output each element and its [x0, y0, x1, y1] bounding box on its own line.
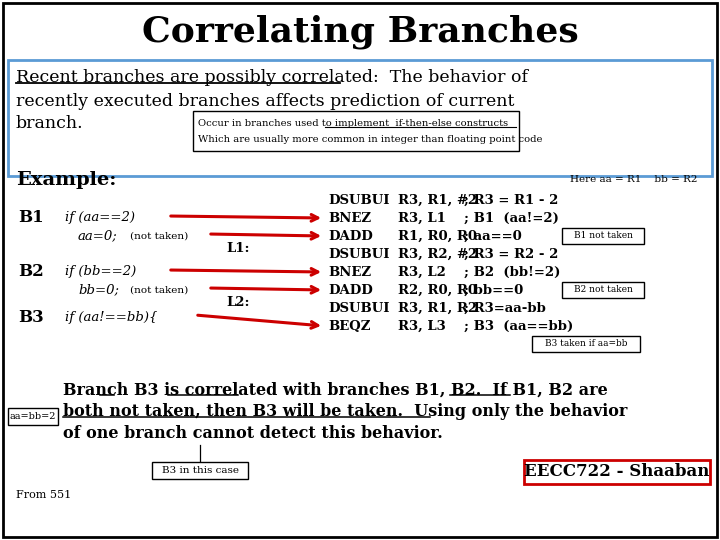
Text: ; B1  (aa!=2): ; B1 (aa!=2) — [464, 212, 559, 225]
Bar — [8, 60, 712, 176]
Bar — [524, 460, 710, 484]
Text: DSUBUI: DSUBUI — [328, 247, 390, 260]
Text: if (aa==2): if (aa==2) — [65, 212, 135, 225]
Bar — [562, 228, 644, 244]
Bar — [532, 336, 640, 352]
Text: R2, R0, R0: R2, R0, R0 — [398, 284, 477, 296]
Text: B2: B2 — [18, 264, 44, 280]
Text: B3 taken if aa=bb: B3 taken if aa=bb — [545, 340, 627, 348]
Text: Which are usually more common in integer than floating point code: Which are usually more common in integer… — [198, 136, 542, 145]
Text: R3, L2: R3, L2 — [398, 266, 446, 279]
Text: if (aa!==bb){: if (aa!==bb){ — [65, 310, 158, 323]
Text: DADD: DADD — [328, 284, 373, 296]
Text: BNEZ: BNEZ — [328, 212, 371, 225]
Text: L1:: L1: — [226, 242, 250, 255]
Text: branch.: branch. — [16, 116, 84, 132]
Text: ; R3 = R1 - 2: ; R3 = R1 - 2 — [464, 193, 559, 206]
Text: R3, R2, #2: R3, R2, #2 — [398, 247, 477, 260]
Text: both not taken, then B3 will be taken.  Using only the behavior: both not taken, then B3 will be taken. U… — [63, 403, 627, 421]
Text: BNEZ: BNEZ — [328, 266, 371, 279]
Bar — [8, 408, 58, 425]
Text: DADD: DADD — [328, 230, 373, 242]
Text: (not taken): (not taken) — [130, 232, 188, 240]
Text: B1: B1 — [18, 210, 44, 226]
Text: EECC722 - Shaaban: EECC722 - Shaaban — [524, 463, 710, 481]
Bar — [193, 111, 519, 151]
Text: if (bb==2): if (bb==2) — [65, 266, 136, 279]
Text: ; R3=aa-bb: ; R3=aa-bb — [464, 301, 546, 314]
Text: (not taken): (not taken) — [130, 286, 188, 294]
Text: B3: B3 — [18, 308, 44, 326]
Text: ; R3 = R2 - 2: ; R3 = R2 - 2 — [464, 247, 559, 260]
Text: Occur in branches used to implement  if-then-else constructs: Occur in branches used to implement if-t… — [198, 118, 508, 127]
Text: bb=0;: bb=0; — [78, 284, 119, 296]
Text: R3, L3: R3, L3 — [398, 320, 446, 333]
Text: R3, L1: R3, L1 — [398, 212, 446, 225]
Text: R3, R1, R2: R3, R1, R2 — [398, 301, 477, 314]
Text: B1 not taken: B1 not taken — [574, 232, 632, 240]
Text: recently executed branches affects prediction of current: recently executed branches affects predi… — [16, 92, 514, 110]
Text: B3 in this case: B3 in this case — [161, 466, 238, 475]
Text: ; B3  (aa==bb): ; B3 (aa==bb) — [464, 320, 573, 333]
Text: of one branch cannot detect this behavior.: of one branch cannot detect this behavio… — [63, 426, 443, 442]
Text: ; bb==0: ; bb==0 — [464, 284, 523, 296]
Text: Recent branches are possibly correlated:  The behavior of: Recent branches are possibly correlated:… — [16, 70, 528, 86]
Bar — [152, 462, 248, 479]
Text: aa=bb=2: aa=bb=2 — [10, 412, 56, 421]
Bar — [562, 282, 644, 298]
Text: R1, R0, R0: R1, R0, R0 — [398, 230, 477, 242]
Text: Branch B3 is correlated with branches B1, B2.  If B1, B2 are: Branch B3 is correlated with branches B1… — [63, 381, 608, 399]
Text: Here aa = R1    bb = R2: Here aa = R1 bb = R2 — [570, 176, 698, 185]
Text: B2 not taken: B2 not taken — [574, 286, 632, 294]
Text: DSUBUI: DSUBUI — [328, 301, 390, 314]
Text: Correlating Branches: Correlating Branches — [142, 15, 578, 49]
Text: Example:: Example: — [16, 171, 117, 189]
Text: R3, R1, #2: R3, R1, #2 — [398, 193, 477, 206]
Text: DSUBUI: DSUBUI — [328, 193, 390, 206]
Text: ; B2  (bb!=2): ; B2 (bb!=2) — [464, 266, 560, 279]
Text: From 551: From 551 — [16, 490, 71, 500]
Text: aa=0;: aa=0; — [78, 230, 118, 242]
Text: BEQZ: BEQZ — [328, 320, 371, 333]
Text: L2:: L2: — [226, 296, 250, 309]
Text: ; aa==0: ; aa==0 — [464, 230, 522, 242]
